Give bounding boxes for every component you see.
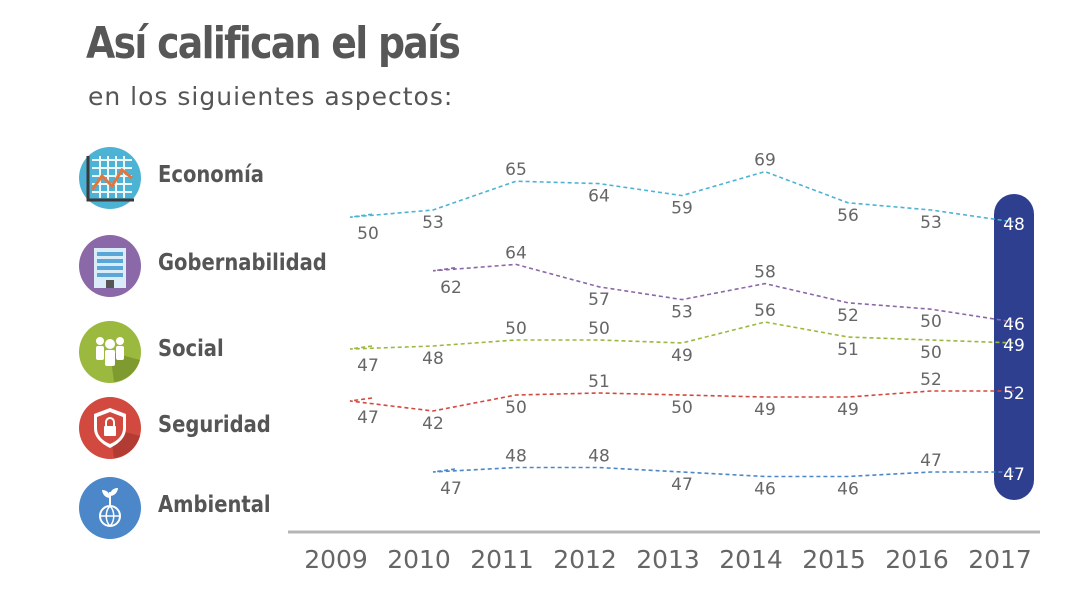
data-label: 59: [671, 199, 693, 219]
data-label: 50: [671, 398, 693, 418]
series-line-3: [349, 390, 1014, 412]
x-tick-label: 2013: [636, 545, 700, 574]
series-line-2: [349, 321, 1015, 350]
category-gobernabilidad: Gobernabilidad: [78, 234, 327, 298]
x-tick-label: 2015: [802, 545, 866, 574]
data-label: 49: [1003, 336, 1025, 356]
data-label: 51: [588, 372, 610, 392]
people-group-icon: [79, 321, 141, 383]
series-line-0: [349, 170, 1015, 223]
data-label: 53: [671, 303, 693, 323]
page-subtitle: en los siguientes aspectos:: [88, 82, 454, 111]
category-social: Social: [78, 320, 318, 384]
data-label: 52: [1003, 384, 1025, 404]
x-tick-label: 2012: [553, 545, 617, 574]
plant-globe-icon: [79, 477, 141, 539]
data-label: 65: [505, 160, 527, 180]
series-line-1: [432, 263, 1015, 323]
data-label: 56: [837, 206, 859, 226]
data-label: 47: [920, 451, 942, 471]
data-label: 49: [837, 400, 859, 420]
data-label: 53: [422, 213, 444, 233]
category-label: Gobernabilidad: [158, 250, 327, 276]
data-label: 50: [588, 319, 610, 339]
data-label: 46: [754, 480, 776, 500]
page-title: Así califican el país: [86, 18, 461, 69]
data-label: 50: [505, 398, 527, 418]
data-label: 50: [920, 312, 942, 332]
economy-chart-icon: [79, 147, 141, 209]
x-tick-label: 2009: [304, 545, 368, 574]
x-tick-label: 2014: [719, 545, 783, 574]
x-tick-label: 2011: [470, 545, 534, 574]
data-label: 47: [671, 475, 693, 495]
data-label: 51: [837, 340, 859, 360]
data-label: 47: [357, 408, 379, 428]
category-ambiental: Ambiental: [78, 476, 318, 540]
data-label: 48: [422, 349, 444, 369]
x-tick-label: 2017: [968, 545, 1032, 574]
data-label: 42: [422, 414, 444, 434]
category-label: Seguridad: [158, 412, 271, 438]
series-line-4: [432, 466, 1014, 478]
data-label: 69: [754, 151, 776, 171]
data-label: 47: [1003, 465, 1025, 485]
data-label: 50: [505, 319, 527, 339]
data-label: 49: [671, 346, 693, 366]
data-label: 58: [754, 263, 776, 283]
data-label: 46: [837, 480, 859, 500]
data-label: 47: [440, 479, 462, 499]
category-label: Economía: [158, 162, 264, 188]
category-label: Ambiental: [158, 492, 271, 518]
x-tick-label: 2016: [885, 545, 949, 574]
security-shield-lock-icon: [79, 397, 141, 459]
data-label: 49: [754, 400, 776, 420]
data-label: 56: [754, 301, 776, 321]
data-label: 50: [920, 343, 942, 363]
data-label: 57: [588, 290, 610, 310]
data-label: 52: [837, 306, 859, 326]
category-label: Social: [158, 336, 224, 362]
data-label: 53: [920, 213, 942, 233]
highlight-bar-2017: [994, 194, 1034, 500]
data-label: 48: [588, 447, 610, 467]
data-label: 48: [505, 447, 527, 467]
data-label: 46: [1003, 315, 1025, 335]
data-label: 52: [920, 370, 942, 390]
x-tick-label: 2010: [387, 545, 451, 574]
data-label: 50: [357, 224, 379, 244]
government-building-icon: [79, 235, 141, 297]
data-label: 62: [440, 278, 462, 298]
category-seguridad: Seguridad: [78, 396, 318, 460]
data-label: 47: [357, 356, 379, 376]
category-economia: Economía: [78, 146, 318, 210]
data-label: 48: [1003, 215, 1025, 235]
data-label: 64: [588, 187, 610, 207]
data-label: 64: [505, 243, 527, 263]
